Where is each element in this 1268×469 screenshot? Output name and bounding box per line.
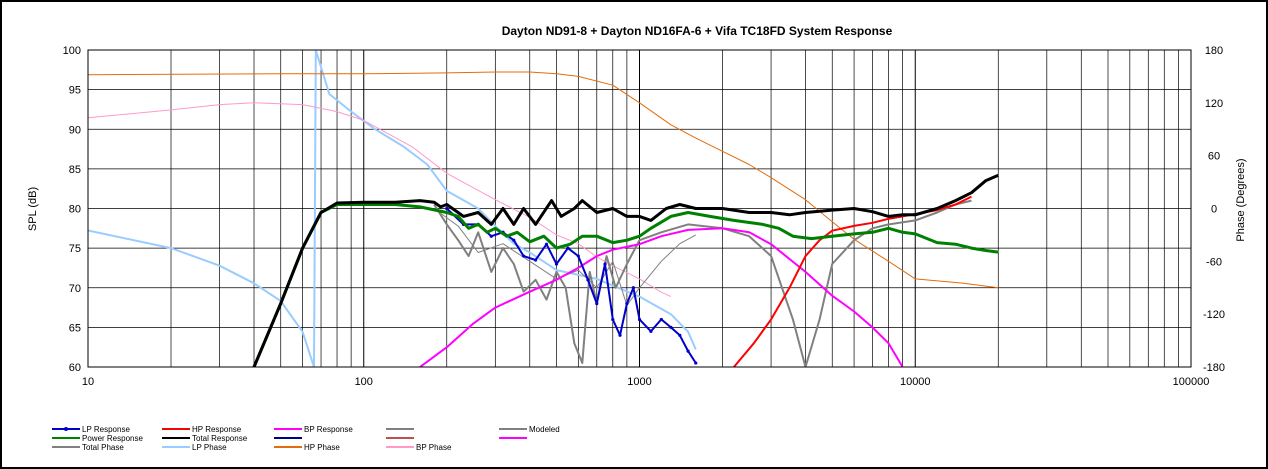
legend-label: BP Phase [416,443,452,452]
series-lp-phase [88,50,697,367]
lp-response-point [603,262,607,266]
x-tick-label: 1000 [627,376,651,388]
y2-tick-label: 180 [1205,45,1223,57]
lp-response-point [566,246,570,250]
legend-marker [64,427,68,431]
lp-response-point [522,254,526,258]
series-total-phase [433,208,697,306]
x-tick-label: 100000 [1173,376,1210,388]
legend: LP Response HP Response BP Response Modeled… [52,425,560,452]
lp-response-point [595,302,599,306]
y-tick-label: 75 [69,243,81,255]
y2-axis-label: Phase (Degrees) [1235,158,1247,241]
y-tick-label: 60 [69,362,81,374]
legend-label: Total Response [192,434,248,443]
lp-response-point [649,329,653,333]
series-hp-response [733,195,972,367]
legend-label: HP Response [192,425,242,434]
lp-response-point [625,302,629,306]
lp-response-point [631,286,635,290]
lp-response-point [512,238,516,242]
lp-response-point [544,242,549,246]
legend-label: Power Response [82,434,143,443]
legend-label: HP Phase [304,443,340,452]
legend-label: LP Response [82,425,130,434]
lp-response-point [618,333,622,337]
lp-response-point [669,325,673,329]
y-tick-label: 95 [69,85,81,97]
y-tick-label: 65 [69,322,81,334]
lp-response-point [686,349,690,353]
y-axis-label: SPL (dB) [27,187,39,231]
y-tick-label: 70 [69,283,81,295]
plot-area-border [87,49,1192,368]
y2-tick-label: 0 [1211,204,1217,216]
series-total-response [252,173,999,367]
y2-tick-label: -180 [1203,362,1225,374]
y-tick-label: 90 [69,124,81,136]
y-tick-label: 80 [69,204,81,216]
series-bp-phase [88,102,672,298]
legend-label: Total Phase [82,443,124,452]
lp-response-point [611,317,615,322]
y-tick-label: 85 [69,164,81,176]
x-tick-label: 100 [355,376,373,388]
x-tick-label: 10000 [900,376,931,388]
y2-tick-label: -120 [1203,309,1225,321]
axis-ticks: 10 100 1000 10000 100000 60 65 70 75 80 85 90 95 100 -… [63,45,1225,388]
lp-response-point [659,317,663,322]
lp-response-point [678,333,682,337]
legend-label: Modeled [529,425,560,434]
chart-title: Dayton ND91-8 + Dayton ND16FA-6 + Vifa T… [502,24,893,38]
series-bp-response [419,227,904,367]
x-tick-label: 10 [82,376,94,388]
lp-response-point [489,234,493,238]
lp-response-point [586,278,590,282]
y2-tick-label: 60 [1208,151,1220,163]
y-tick-label: 100 [63,45,81,57]
series-power-response [252,203,999,367]
y2-tick-label: 120 [1205,98,1223,110]
lp-response-point [534,258,538,262]
legend-label: LP Phase [192,443,227,452]
y2-tick-label: -60 [1206,256,1222,268]
legend-label: BP Response [304,425,353,434]
lp-response-point [445,206,449,211]
series-modeled [433,199,972,367]
lp-response-point [637,317,642,322]
lp-response-point [554,262,559,266]
series-hp-phase [88,71,999,289]
lp-response-point [576,254,580,258]
lp-response-point [694,361,698,365]
